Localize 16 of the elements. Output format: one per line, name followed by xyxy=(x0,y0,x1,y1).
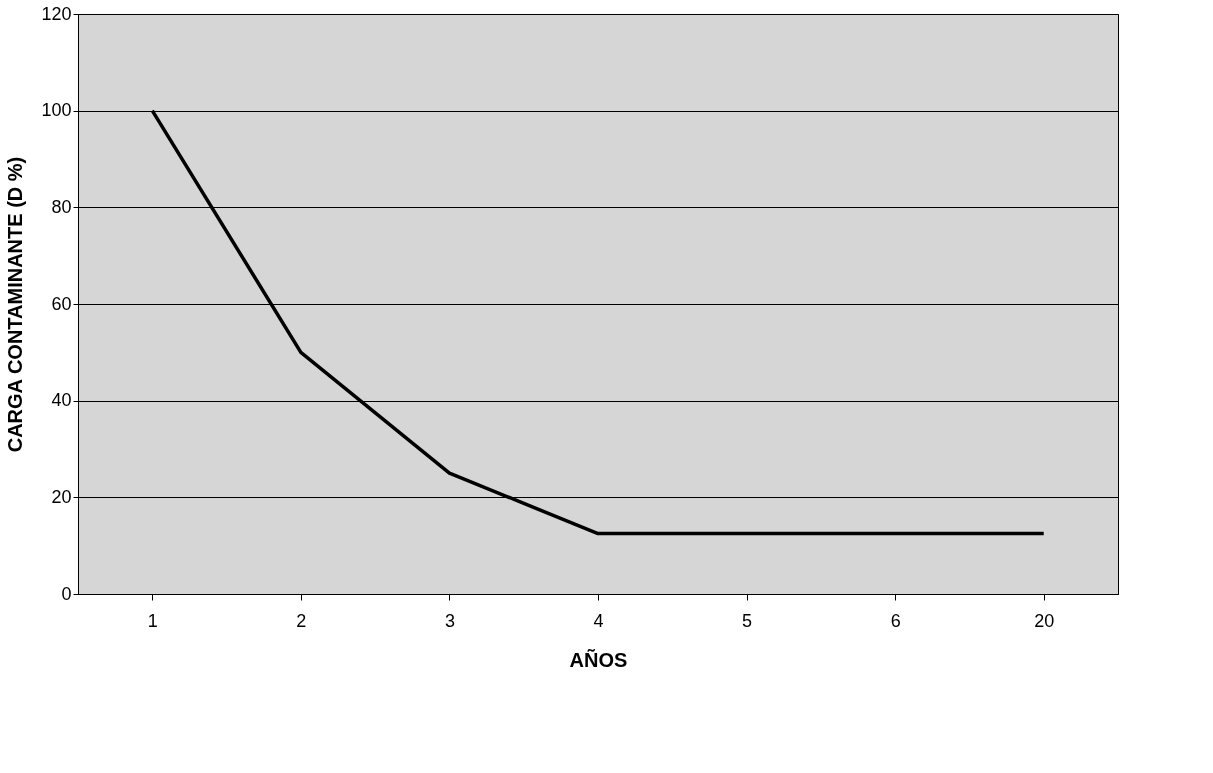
y-tick-label: 80 xyxy=(51,196,72,217)
y-tick-label: 120 xyxy=(41,3,72,24)
y-tick-label: 0 xyxy=(61,583,72,604)
y-axis-title: CARGA CONTAMINANTE (D %) xyxy=(4,156,27,453)
x-tick-label: 2 xyxy=(296,610,307,631)
y-tick-label: 60 xyxy=(51,293,72,314)
x-tick-label: 1 xyxy=(147,610,158,631)
y-tick-label: 100 xyxy=(41,100,72,121)
x-tick-label: 4 xyxy=(593,610,604,631)
x-tick-label: 3 xyxy=(444,610,455,631)
x-tick-label: 6 xyxy=(890,610,901,631)
x-axis-title: AÑOS xyxy=(569,648,628,671)
y-tick-label: 20 xyxy=(51,486,72,507)
x-tick-label: 20 xyxy=(1034,610,1055,631)
x-tick-label: 5 xyxy=(742,610,753,631)
y-tick-label: 40 xyxy=(51,390,72,411)
